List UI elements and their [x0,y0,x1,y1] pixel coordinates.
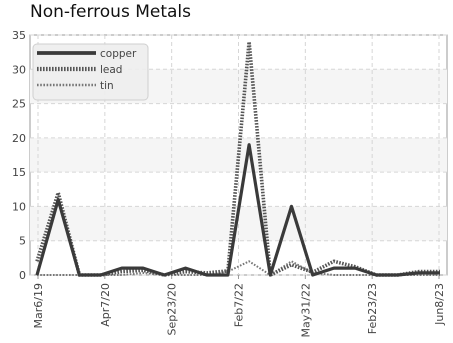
y-tick-label: 0 [19,269,26,282]
x-tick-label: Feb7/22 [233,283,246,327]
series-line-copper [35,143,440,277]
chart-title: Non-ferrous Metals [30,2,192,22]
y-tick-label: 25 [12,98,26,111]
x-tick-label: Sep23/20 [166,283,179,335]
y-tick-label: 5 [19,235,26,248]
legend-label-lead: lead [100,64,122,76]
legend-box [32,43,149,101]
legend-label-copper: copper [100,48,137,60]
x-tick-label: Mar6/19 [32,283,45,328]
grid-lines [30,34,447,276]
x-axis-ticks: Mar6/19 Apr7/20 Sep23/20 Feb7/22 May31/22 Feb… [32,275,446,337]
y-tick-label: 20 [12,132,26,145]
y-tick-label: 30 [12,63,26,76]
legend: copper lead tin [32,43,149,101]
x-tick-label: Feb23/23 [366,283,379,334]
series-lines [35,40,440,277]
x-tick-label: Apr7/20 [99,283,112,327]
y-axis-ticks: 0 5 10 15 20 25 30 35 [12,29,26,282]
y-tick-label: 10 [12,200,26,213]
y-tick-label: 35 [12,29,26,42]
x-tick-label: May31/22 [299,283,312,337]
legend-label-tin: tin [100,80,114,92]
x-tick-label: Jun8/23 [433,283,446,326]
y-tick-label: 15 [12,166,26,179]
